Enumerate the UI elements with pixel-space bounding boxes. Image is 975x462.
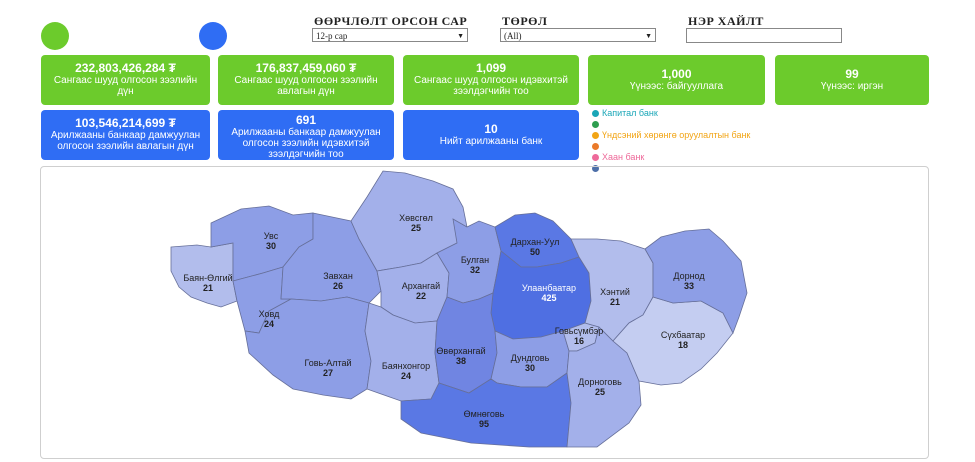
card-value: 1,099 xyxy=(475,61,507,75)
legend-dot xyxy=(592,110,599,117)
card-label: Сангаас шууд олгосон зээлийн дүн xyxy=(53,75,198,97)
region-dornod[interactable] xyxy=(644,228,748,334)
region-bayan-olgii[interactable] xyxy=(170,242,238,308)
chevron-down-icon: ▼ xyxy=(457,32,464,40)
region-label: Завхан xyxy=(323,271,353,281)
card-value: 10 xyxy=(484,122,498,136)
region-value: 30 xyxy=(525,363,535,373)
legend-item-development-bank[interactable]: Үндсэний хөрөнгө оруулалтын банк xyxy=(592,130,750,141)
month-select[interactable]: 12-р сар ▼ xyxy=(312,28,468,42)
legend-label: Үндсэний хөрөнгө оруулалтын банк xyxy=(602,130,751,140)
legend-item[interactable] xyxy=(592,141,750,152)
region-label: Дорноговь xyxy=(578,377,622,387)
type-select-value: (All) xyxy=(504,31,522,41)
legend-dot xyxy=(592,143,599,150)
card-value: 691 xyxy=(295,113,317,127)
map-panel: Баян-Өлгий 21 Увс 30 Ховд 24 Завхан 26 Г… xyxy=(40,166,929,459)
card-value: 176,837,459,060 ₮ xyxy=(255,61,357,75)
region-label: Увс xyxy=(264,231,279,241)
card-value: 103,546,214,699 ₮ xyxy=(75,116,176,130)
legend-dot xyxy=(592,165,599,172)
card-value: 99 xyxy=(845,67,859,81)
card-direct-loan-receivable: 176,837,459,060 ₮ Сангаас шууд олгосон з… xyxy=(218,55,394,105)
region-label: Өвөрхангай xyxy=(436,346,485,356)
region-ovorkhangai[interactable] xyxy=(434,292,498,394)
card-label: Нийт арилжааны банк xyxy=(439,136,543,147)
region-value: 24 xyxy=(401,371,411,381)
month-filter-label: ӨӨРЧЛӨЛТ ОРСОН САР xyxy=(314,14,468,28)
region-value: 25 xyxy=(595,387,605,397)
region-govi-altai[interactable] xyxy=(244,296,372,400)
region-value: 50 xyxy=(530,247,540,257)
card-bank-loan-receivable: 103,546,214,699 ₮ Арилжааны банкаар дамж… xyxy=(41,110,210,160)
type-select[interactable]: (All) ▼ xyxy=(500,28,656,42)
card-direct-active-borrowers: 1,099 Сангаас шууд олгосон идэвхитэй зээ… xyxy=(403,55,579,105)
card-label: Арилжааны банкаар дамжуулан олгосон зээл… xyxy=(231,127,381,160)
region-value: 425 xyxy=(541,293,556,303)
legend-dot xyxy=(592,132,599,139)
legend-circle-green xyxy=(41,22,69,50)
chevron-down-icon: ▼ xyxy=(645,32,652,40)
card-label: Сангаас шууд олгосон зээлийн авлагын дүн xyxy=(234,75,378,97)
card-bank-active-borrowers: 691 Арилжааны банкаар дамжуулан олгосон … xyxy=(218,110,394,160)
legend-label: Хаан банк xyxy=(602,152,645,162)
card-total-banks: 10 Нийт арилжааны банк xyxy=(403,110,579,160)
region-value: 16 xyxy=(574,336,584,346)
legend-item-khan-bank[interactable]: Хаан банк xyxy=(592,152,750,163)
type-filter-label: ТӨРӨЛ xyxy=(502,14,548,28)
region-value: 95 xyxy=(479,419,489,429)
region-value: 24 xyxy=(264,319,274,329)
card-label: Арилжааны банкаар дамжуулан олгосон зээл… xyxy=(50,130,201,152)
region-label: Хэнтий xyxy=(600,287,630,297)
card-label: Сангаас шууд олгосон идэвхитэй зээлдэгчи… xyxy=(414,75,568,97)
region-value: 22 xyxy=(416,291,426,301)
region-value: 21 xyxy=(610,297,620,307)
region-label: Дорнод xyxy=(673,271,705,281)
region-label: Баянхонгор xyxy=(382,361,430,371)
region-value: 38 xyxy=(456,356,466,366)
card-label: Үүнээс: иргэн xyxy=(820,81,884,92)
region-label: Булган xyxy=(461,255,489,265)
region-label: Дундговь xyxy=(511,353,550,363)
region-value: 21 xyxy=(203,283,213,293)
region-value: 32 xyxy=(470,265,480,275)
region-value: 18 xyxy=(678,340,688,350)
name-search-input[interactable] xyxy=(686,28,842,43)
region-label: Говьсүмбэр xyxy=(555,326,604,336)
region-label: Улаанбаатар xyxy=(522,283,576,293)
name-search-label: НЭР ХАЙЛТ xyxy=(688,14,764,28)
region-omnogovi[interactable] xyxy=(400,372,572,448)
region-label: Дархан-Уул xyxy=(511,237,560,247)
card-value: 1,000 xyxy=(661,67,692,81)
card-citizens: 99 Үүнээс: иргэн xyxy=(775,55,929,105)
region-label: Говь-Алтай xyxy=(304,358,351,368)
region-value: 26 xyxy=(333,281,343,291)
region-label: Сүхбаатар xyxy=(661,330,705,340)
region-label: Баян-Өлгий xyxy=(183,273,232,283)
region-label: Хөвсгөл xyxy=(399,213,433,223)
region-value: 30 xyxy=(266,241,276,251)
region-value: 25 xyxy=(411,223,421,233)
card-direct-loan-amount: 232,803,426,284 ₮ Сангаас шууд олгосон з… xyxy=(41,55,210,105)
region-value: 27 xyxy=(323,368,333,378)
legend-circle-blue xyxy=(199,22,227,50)
legend-item[interactable] xyxy=(592,119,750,130)
region-label: Ховд xyxy=(259,309,281,319)
card-value: 232,803,426,284 ₮ xyxy=(75,61,176,75)
legend-item[interactable] xyxy=(592,163,750,174)
month-select-value: 12-р сар xyxy=(316,31,348,41)
bank-legend: Капитал банк Үндсэний хөрөнгө оруулалтын… xyxy=(592,108,750,174)
legend-item-kapital-bank[interactable]: Капитал банк xyxy=(592,108,750,119)
card-label: Үүнээс: байгууллага xyxy=(629,81,724,92)
region-label: Өмнөговь xyxy=(464,409,505,419)
legend-dot xyxy=(592,154,599,161)
region-value: 33 xyxy=(684,281,694,291)
legend-label: Капитал банк xyxy=(602,108,658,118)
legend-dot xyxy=(592,121,599,128)
card-organizations: 1,000 Үүнээс: байгууллага xyxy=(588,55,765,105)
mongolia-map: Баян-Өлгий 21 Увс 30 Ховд 24 Завхан 26 Г… xyxy=(170,170,748,448)
region-label: Архангай xyxy=(402,281,440,291)
